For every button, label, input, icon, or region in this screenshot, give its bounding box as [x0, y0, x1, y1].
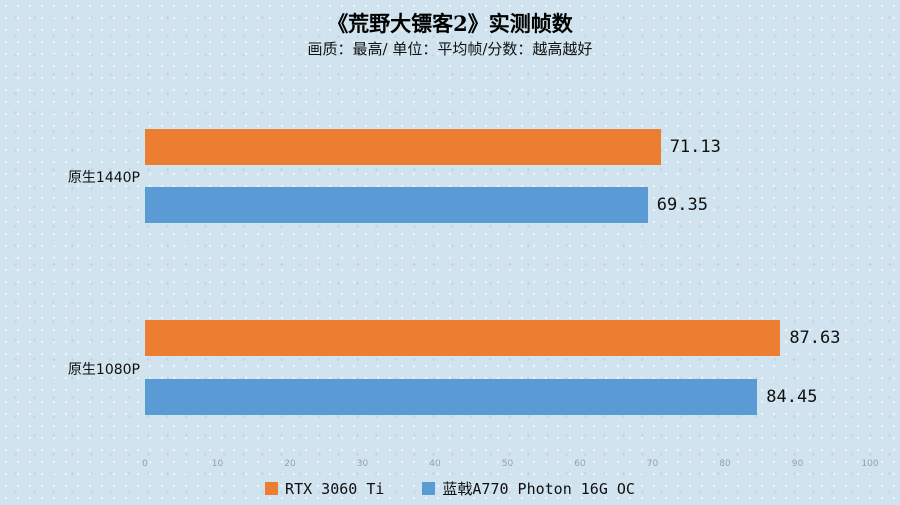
bar-group0-series1 — [145, 187, 648, 223]
chart-title: 《荒野大镖客2》实测帧数 — [327, 11, 573, 36]
bar-group1-series1 — [145, 379, 758, 415]
legend-label: RTX 3060 Ti — [285, 479, 385, 498]
bar-group1-series0 — [145, 320, 781, 356]
category-label: 原生1080P — [67, 361, 140, 378]
x-tick-label: 10 — [211, 459, 224, 469]
legend: RTX 3060 Ti 蓝戟A770 Photon 16G OC — [0, 478, 900, 499]
x-tick-label: 0 — [142, 459, 148, 469]
x-tick-label: 20 — [284, 459, 296, 469]
value-label-group1-series1: 84.45 — [766, 387, 818, 407]
x-tick-label: 100 — [861, 459, 879, 469]
legend-item-series1: 蓝戟A770 Photon 16G OC — [422, 478, 635, 499]
legend-swatch — [422, 482, 436, 495]
x-tick-label: 50 — [501, 459, 514, 469]
category-label: 原生1440P — [67, 170, 140, 186]
x-tick-label: 80 — [719, 459, 731, 469]
legend-item-series0: RTX 3060 Ti — [265, 480, 384, 498]
value-label-group1-series0: 87.63 — [789, 328, 841, 348]
value-label-group0-series1: 69.35 — [656, 195, 708, 215]
legend-label: 蓝戟A770 Photon 16G OC — [442, 480, 635, 498]
chart-subtitle: 画质：最高/ 单位：平均帧/分数：越高越好 — [307, 40, 593, 58]
x-tick-label: 70 — [646, 459, 659, 469]
x-tick-label: 90 — [791, 459, 804, 469]
legend-swatch — [265, 482, 279, 495]
value-label-group0-series0: 71.13 — [669, 137, 721, 157]
bar-group0-series0 — [145, 129, 661, 165]
x-tick-label: 60 — [574, 459, 586, 469]
x-tick-label: 40 — [429, 459, 441, 469]
x-tick-label: 30 — [356, 459, 369, 469]
